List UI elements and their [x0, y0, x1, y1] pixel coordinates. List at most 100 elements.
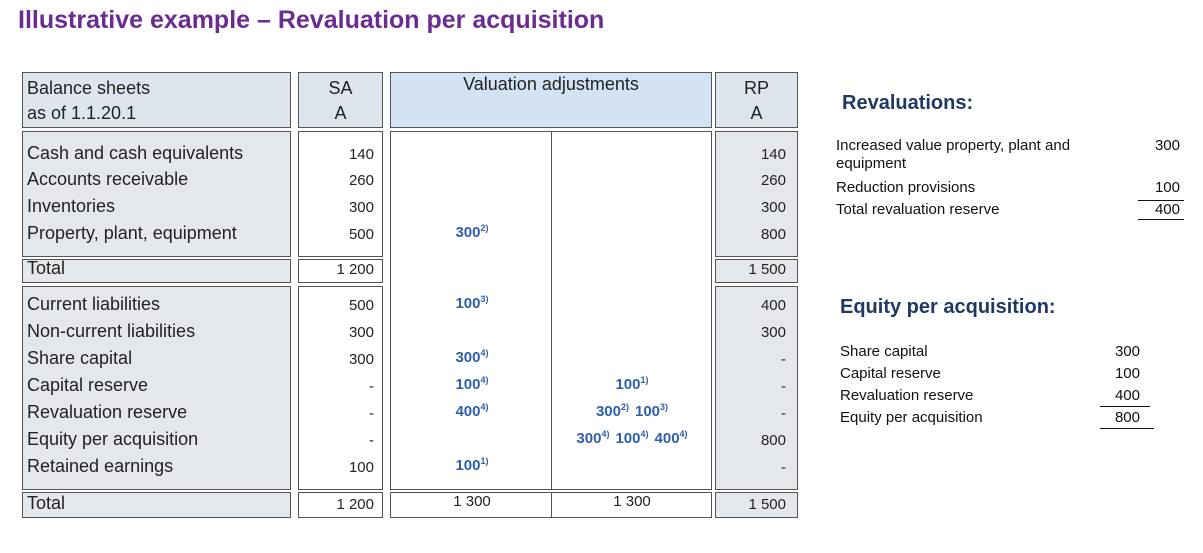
total-box	[22, 492, 291, 518]
header-label: Balance sheets	[27, 78, 151, 98]
rp-value: -	[781, 405, 786, 422]
adjustment-note: 1)	[640, 375, 649, 385]
adjustment-value: 300	[576, 430, 602, 447]
header-label: A	[334, 103, 347, 123]
adjustment-cell: 1001)	[552, 375, 712, 393]
adjustment-cell: 4004)	[392, 402, 552, 420]
rp-value: 1 500	[748, 261, 786, 278]
adjustment-cell: 1001)	[392, 456, 552, 474]
adjustment-note: 4)	[640, 429, 649, 439]
row-label: Capital reserve	[27, 375, 149, 395]
row-label: Equity per acquisition	[27, 429, 199, 449]
section-box	[715, 131, 798, 257]
revaluation-value: 400	[1154, 201, 1180, 218]
adjustment-value: 300	[455, 349, 481, 366]
equity-label: Capital reserve	[840, 365, 941, 382]
section-box	[298, 286, 383, 490]
header-box	[715, 72, 798, 128]
rp-value: 800	[760, 226, 786, 243]
sum-rule	[1138, 219, 1184, 220]
rp-value: 300	[760, 199, 786, 216]
title: Illustrative example – Revaluation per a…	[18, 6, 605, 34]
adjustment-cell: 1 300	[453, 493, 491, 510]
adjustment-cell: 3002)	[392, 223, 552, 241]
section-box	[298, 131, 383, 257]
rp-value: 260	[760, 172, 786, 189]
adjustment-note: 4)	[480, 348, 489, 358]
adjustment-cell: 1 300	[613, 493, 651, 510]
equity-value: 800	[1114, 409, 1140, 426]
total-box	[715, 259, 798, 283]
sa-value: 260	[348, 172, 374, 189]
rp-value: 140	[760, 146, 786, 163]
adjustment-note: 3)	[480, 294, 489, 304]
adjustment-value: 400	[654, 430, 680, 447]
adjustment-cell: 1004)	[392, 375, 552, 393]
sa-value: 100	[348, 459, 374, 476]
equity-label: Revaluation reserve	[840, 387, 974, 404]
sum-rule	[1100, 406, 1150, 407]
sa-value: 140	[348, 146, 374, 163]
row-label: Total	[27, 258, 66, 278]
section-box	[22, 131, 291, 257]
adjustment-value: 100	[635, 403, 661, 420]
equity-value: 300	[1114, 343, 1140, 360]
adjustment-value: 300	[455, 224, 481, 241]
rp-value: -	[781, 351, 786, 368]
row-label: Total	[27, 493, 66, 513]
row-label: Share capital	[27, 348, 133, 368]
adjustment-note: 4)	[480, 375, 489, 385]
sa-value: 1 200	[336, 496, 374, 513]
adjustment-cell: 3002) 1003)	[552, 402, 712, 420]
revaluation-label: Total revaluation reserve	[836, 201, 1000, 218]
sa-value: -	[369, 405, 374, 422]
header-label: Valuation adjustments	[463, 74, 639, 94]
adjustment-value: 100	[615, 376, 641, 393]
sa-value: -	[369, 378, 374, 395]
header-box	[22, 72, 291, 128]
equity-label: Share capital	[840, 343, 928, 360]
total-box	[298, 259, 383, 283]
revaluation-label: Increased value property, plant and equi…	[836, 137, 1071, 172]
sum-rule	[1100, 428, 1154, 429]
header-label: SA	[328, 78, 353, 98]
sa-value: 300	[348, 199, 374, 216]
revaluation-value: 300	[1154, 137, 1180, 154]
row-label: Cash and cash equivalents	[27, 143, 244, 163]
adjustment-cell: 3004)	[392, 348, 552, 366]
adjustment-value: 100	[455, 295, 481, 312]
sa-value: -	[369, 432, 374, 449]
equity-value: 100	[1114, 365, 1140, 382]
total-box	[715, 492, 798, 518]
sa-value: 300	[348, 351, 374, 368]
row-label: Inventories	[27, 196, 116, 216]
rp-value: -	[781, 459, 786, 476]
sa-value: 500	[348, 297, 374, 314]
total-box	[390, 492, 552, 518]
adjustment-note: 4)	[679, 429, 688, 439]
adjustment-value: 400	[455, 403, 481, 420]
adjustment-note: 3)	[660, 402, 669, 412]
adjustment-note: 4)	[601, 429, 610, 439]
rp-value: 300	[760, 324, 786, 341]
row-label: Non-current liabilities	[27, 321, 196, 341]
equity-label: Equity per acquisition	[840, 409, 983, 426]
rp-value: -	[781, 378, 786, 395]
sa-value: 300	[348, 324, 374, 341]
adjustment-value: 100	[455, 376, 481, 393]
adjustment-value: 300	[595, 403, 621, 420]
header-label: as of 1.1.20.1	[27, 103, 137, 123]
adjustment-value: 100	[615, 430, 641, 447]
adjustment-cell: 1003)	[392, 294, 552, 312]
adjustment-note: 1)	[480, 456, 489, 466]
row-label: Retained earnings	[27, 456, 174, 476]
sum-rule	[1138, 200, 1184, 201]
revaluations-heading: Revaluations:	[842, 92, 974, 114]
row-label: Revaluation reserve	[27, 402, 188, 422]
equity-value: 400	[1114, 387, 1140, 404]
sa-value: 1 200	[336, 261, 374, 278]
header-box	[298, 72, 383, 128]
total-box	[22, 259, 291, 283]
total-box	[298, 492, 383, 518]
